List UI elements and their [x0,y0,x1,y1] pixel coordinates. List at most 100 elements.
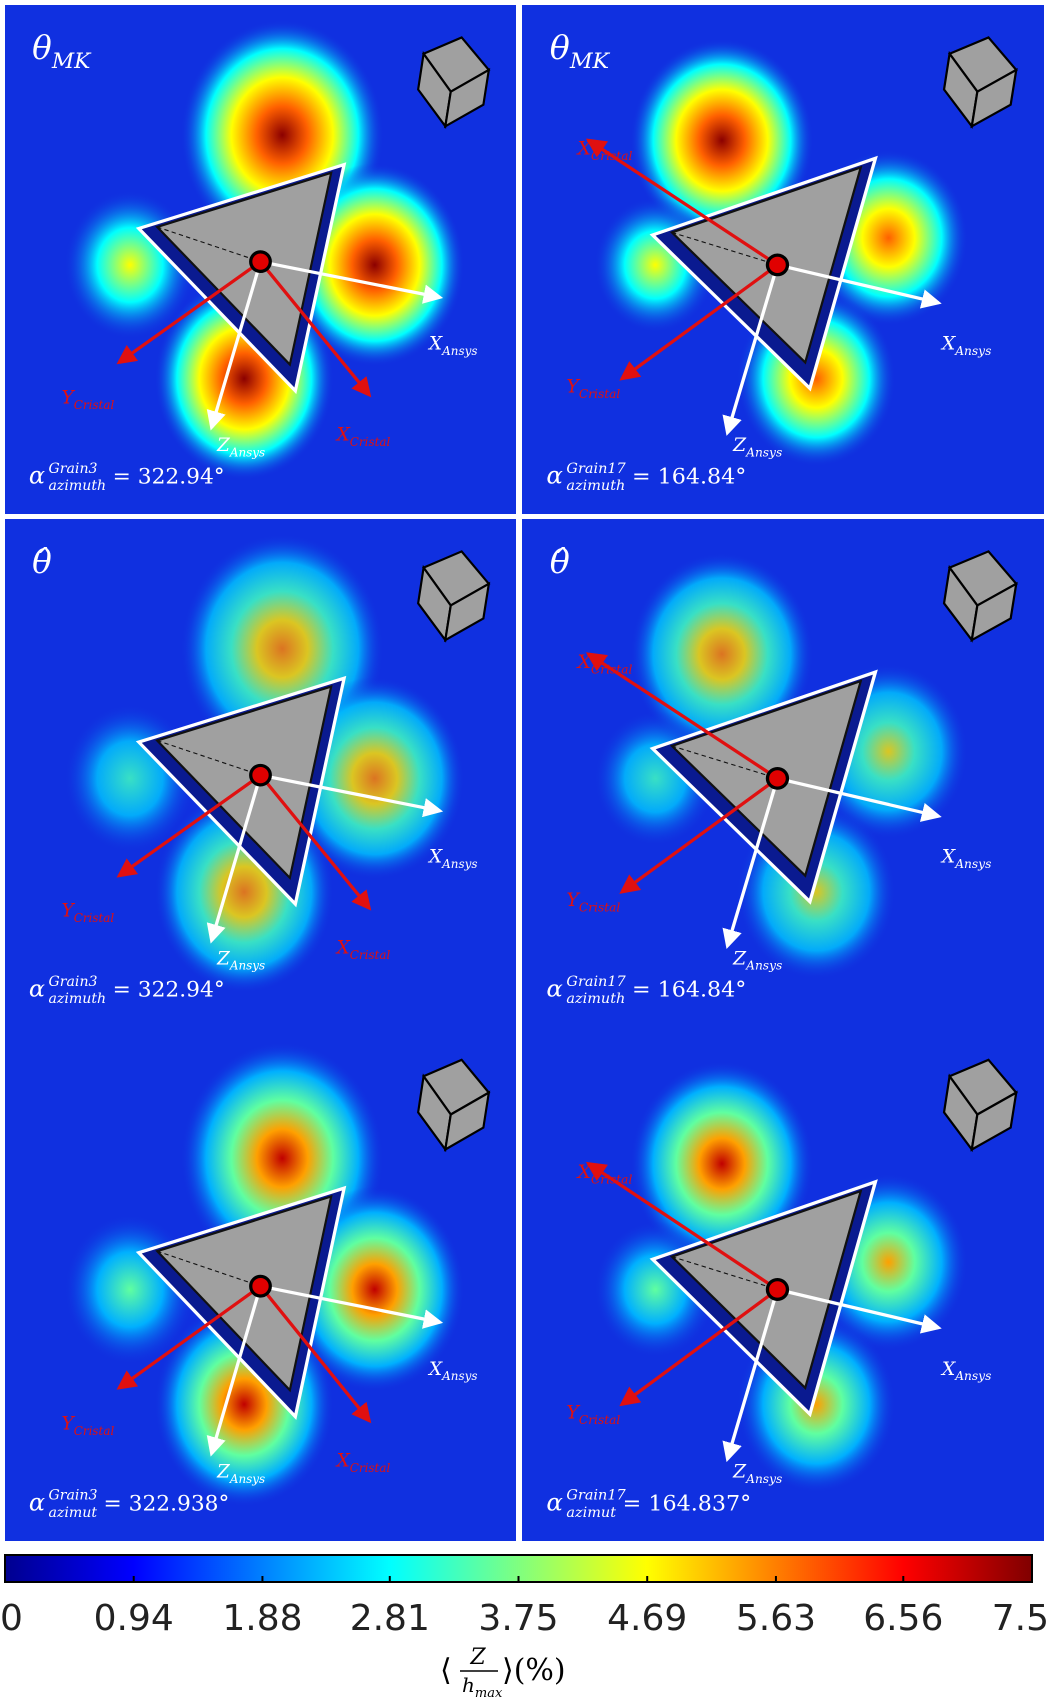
arrow-label-part: Y [566,377,580,398]
alpha-label-part: azimuth [566,478,625,494]
panel-title: θ̂ [32,543,52,581]
arrow-label: YCristal [62,388,115,412]
dash-line [157,1250,261,1287]
alpha-label-part: α [546,1488,563,1517]
arrow-label: XCristal [576,652,633,676]
cube-icon [443,67,491,129]
cube-icon [970,581,1018,643]
alpha-label: α Grain17 azimuth = 164.84° [546,974,746,1007]
alpha-label-part: Grain17 [566,461,626,477]
alpha-label: α Grain17 azimut = 164.837° [546,1488,751,1521]
arrow-label: ZAnsys [216,435,265,459]
heat-blob [630,552,814,756]
arrow-label-part: Cristal [579,900,621,914]
arrow-label-part: Ansys [954,344,991,358]
axis-arrow [206,774,263,944]
arrow-label-part: Cristal [579,387,621,401]
cube-icon [970,67,1018,129]
arrow-label: ZAnsys [732,435,782,459]
axis-arrow [259,774,372,911]
panel-title: θMK [32,29,92,74]
axis-arrow [116,773,262,878]
axis-arrow [722,777,780,950]
colorbar-label-part: hmax [462,1673,503,1701]
cube-icon [970,1090,1018,1152]
arrow-label: XAnsys [940,334,992,358]
colorbar-tick-label: 6.56 [863,1598,943,1639]
center-dot [249,763,272,787]
axis-arrow [260,773,444,818]
arrow-label-part: Y [566,890,580,911]
center-dot [765,1277,790,1301]
arrow-label-part: Cristal [350,948,391,962]
alpha-label-part: Grain17 [566,974,626,990]
grain-triangle [155,684,333,881]
arrow-label: ZAnsys [216,948,265,972]
axis-arrow [585,1161,779,1291]
arrow-label: XCristal [576,1162,633,1186]
alpha-label-part: Grain3 [48,974,97,990]
axis-arrow [585,652,779,780]
arrow-label: XCristal [335,1451,391,1476]
arrow-label-part: Ansys [441,344,477,358]
panel-title-part: MK [51,49,92,74]
alpha-label-part: azimuth [48,478,106,494]
arrow-label-part: Z [216,948,231,969]
heat-blob [630,1061,814,1267]
cube-icon [443,581,491,643]
alpha-label-part: = 164.84° [632,978,746,1003]
arrow-label-part: Ansys [745,446,782,460]
arrow-label-part: Y [62,1413,76,1434]
arrow-label-part: Z [732,1462,747,1483]
dash-line [157,740,261,776]
arrow-label-part: Y [62,388,76,409]
colorbar-label-part: ⟨ [440,1653,452,1688]
arrow-label-part: X [576,652,592,673]
colorbar-label-part: Z [469,1645,486,1670]
axis-arrow [259,1285,372,1424]
arrow-label: YCristal [62,901,115,925]
alpha-label-part: α [546,462,563,490]
axis-arrow [777,263,942,309]
alpha-label-part: = 322.94° [113,465,225,490]
alpha-label: α Grain17 azimuth = 164.84° [546,461,746,494]
heat-blob [630,38,814,242]
arrow-label-part: X [940,847,956,868]
panel-title-part: θ̂ [32,543,52,581]
arrow-label-part: Z [216,1462,231,1483]
arrow-label-part: Cristal [591,1172,633,1186]
alpha-label-part: azimut [48,1505,97,1521]
panel-title: θMK [550,29,611,74]
alpha-label-part: α [29,1488,45,1516]
arrow-label: YCristal [566,890,620,914]
colorbar-label-part: ⟩(%) [502,1653,566,1688]
alpha-label-part: Grain17 [566,1488,626,1504]
arrow-label-part: Cristal [591,149,633,163]
alpha-label-part: azimut [566,1505,616,1521]
alpha-label-part: Grain3 [48,1487,97,1503]
arrow-label-part: Z [732,435,747,456]
arrow-label: XAnsys [940,847,992,871]
colorbar-tick-label: 1.88 [222,1598,302,1639]
grain-triangle [155,171,333,367]
arrow-label: XCristal [335,424,391,448]
arrow-label-part: Cristal [579,1413,621,1427]
axis-arrow [259,260,372,398]
arrow-label-part: Ansys [229,1472,265,1486]
alpha-label-part: = 164.837° [623,1492,752,1517]
arrow-label-part: Ansys [954,1369,991,1383]
axis-arrow [722,1289,780,1463]
panel-title-part: θ [550,29,570,68]
grain-triangle [155,1194,333,1393]
arrow-label: XCristal [576,139,633,163]
arrow-label-part: X [427,333,443,354]
arrow-label-part: X [940,334,956,355]
arrow-label-part: Z [216,435,231,456]
